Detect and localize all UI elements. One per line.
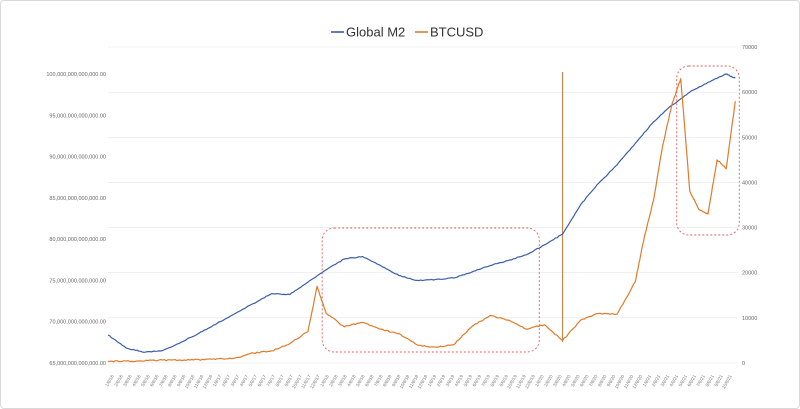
x-tick-label: 2/8/20 xyxy=(543,374,554,388)
left-tick-label: 70,000,000,000,000.00 xyxy=(49,320,106,326)
x-tick-label: 9/8/20 xyxy=(606,374,617,388)
x-tick-label: 9/8/17 xyxy=(283,374,294,388)
x-tick-label: 6/8/20 xyxy=(579,374,590,388)
x-tick-label: 4/8/17 xyxy=(239,374,250,388)
right-tick-label: 50000 xyxy=(742,135,757,141)
left-tick-label: 85,000,000,000,000.00 xyxy=(49,196,106,202)
x-tick-label: 1/8/16 xyxy=(104,374,115,388)
x-tick-label: 8/8/18 xyxy=(382,374,393,388)
x-tick-label: 5/8/16 xyxy=(140,374,151,388)
x-tick-label: 8/8/20 xyxy=(597,374,608,388)
x-tick-label: 9/8/19 xyxy=(498,374,509,388)
x-tick-label: 1/8/21 xyxy=(642,374,653,388)
x-tick-label: 6/8/21 xyxy=(686,374,697,388)
global-m2-line xyxy=(107,73,736,353)
x-axis-ticks: 1/8/162/8/163/8/164/8/165/8/166/8/167/8/… xyxy=(104,374,733,390)
x-tick-label: 2/8/18 xyxy=(328,374,339,388)
right-tick-label: 40000 xyxy=(742,180,757,186)
x-tick-label: 2/8/17 xyxy=(221,374,232,388)
legend-m2-label: Global M2 xyxy=(346,25,405,40)
x-tick-label: 5/8/21 xyxy=(677,374,688,388)
x-tick-label: 9/8/21 xyxy=(713,374,724,388)
left-tick-label: 100,000,000,000,000.00 xyxy=(46,72,106,78)
x-tick-label: 2/8/19 xyxy=(436,374,447,388)
x-tick-label: 4/8/18 xyxy=(346,374,357,388)
x-tick-label: 6/8/18 xyxy=(364,374,375,388)
x-tick-label: 2/8/16 xyxy=(113,374,124,388)
left-tick-label: 65,000,000,000,000.00 xyxy=(49,361,106,367)
x-tick-label: 11/8/20 xyxy=(623,374,635,390)
x-tick-label: 2/8/21 xyxy=(651,374,662,388)
x-tick-label: 3/8/20 xyxy=(552,374,563,388)
x-tick-label: 7/8/18 xyxy=(373,374,384,388)
x-tick-label: 9/8/16 xyxy=(176,374,187,388)
x-tick-label: 5/8/20 xyxy=(570,374,581,388)
right-tick-label: 60000 xyxy=(742,90,757,96)
x-tick-label: 5/8/17 xyxy=(248,374,259,388)
left-tick-label: 80,000,000,000,000.00 xyxy=(49,237,106,243)
x-tick-label: 4/8/21 xyxy=(669,374,680,388)
x-tick-label: 11/8/19 xyxy=(515,374,527,390)
x-tick-label: 11/8/17 xyxy=(300,374,312,390)
x-tick-label: 6/8/16 xyxy=(149,374,160,388)
x-tick-label: 7/8/20 xyxy=(588,374,599,388)
highlight-box xyxy=(676,65,740,236)
x-tick-label: 11/8/18 xyxy=(408,374,420,390)
legend: Global M2 BTCUSD xyxy=(331,25,483,40)
x-tick-label: 9/8/18 xyxy=(391,374,402,388)
left-tick-label: 95,000,000,000,000.00 xyxy=(49,113,106,119)
gridlines xyxy=(108,46,738,364)
left-tick-label: 75,000,000,000,000.00 xyxy=(49,278,106,284)
annotations xyxy=(321,65,740,353)
right-tick-label: 20000 xyxy=(742,271,757,277)
x-tick-label: 8/8/16 xyxy=(167,374,178,388)
right-tick-label: 0 xyxy=(742,361,745,367)
left-tick-label: 90,000,000,000,000.00 xyxy=(49,155,106,161)
legend-btc-label: BTCUSD xyxy=(430,25,483,40)
x-tick-label: 4/8/20 xyxy=(561,374,572,388)
x-tick-label: 7/8/19 xyxy=(480,374,491,388)
x-tick-label: 3/8/17 xyxy=(230,374,241,388)
x-tick-label: 3/8/19 xyxy=(445,374,456,388)
x-tick-label: 4/8/16 xyxy=(131,374,142,388)
x-tick-label: 7/8/16 xyxy=(158,374,169,388)
x-tick-label: 6/8/17 xyxy=(257,374,268,388)
x-tick-label: 7/8/21 xyxy=(695,374,706,388)
x-tick-label: 8/8/17 xyxy=(274,374,285,388)
right-tick-label: 30000 xyxy=(742,226,757,232)
right-tick-label: 70000 xyxy=(742,45,757,51)
x-tick-label: 6/8/19 xyxy=(471,374,482,388)
x-tick-label: 5/8/18 xyxy=(355,374,366,388)
x-tick-label: 4/8/19 xyxy=(454,374,465,388)
x-tick-label: 1/8/18 xyxy=(319,374,330,388)
right-tick-label: 10000 xyxy=(742,316,757,322)
x-tick-label: 1/8/20 xyxy=(534,374,545,388)
left-axis-ticks: 100,000,000,000,000.00 95,000,000,000,000… xyxy=(46,72,106,367)
right-axis-ticks: 70000 60000 50000 40000 30000 20000 10000 0 xyxy=(742,45,757,367)
x-tick-label: 1/8/19 xyxy=(427,374,438,388)
x-tick-label: 8/8/19 xyxy=(489,374,500,388)
x-tick-label: 8/8/21 xyxy=(704,374,715,388)
series-lines xyxy=(107,73,736,363)
x-tick-label: 3/8/21 xyxy=(660,374,671,388)
highlight-box xyxy=(321,227,540,353)
x-tick-label: 5/8/19 xyxy=(463,374,474,388)
x-tick-label: 3/8/16 xyxy=(122,374,133,388)
btcusd-line xyxy=(107,78,736,363)
x-tick-label: 1/8/17 xyxy=(212,374,223,388)
x-tick-label: 3/8/18 xyxy=(337,374,348,388)
x-tick-label: 11/8/16 xyxy=(193,374,205,390)
x-tick-label: 7/8/17 xyxy=(265,374,276,388)
